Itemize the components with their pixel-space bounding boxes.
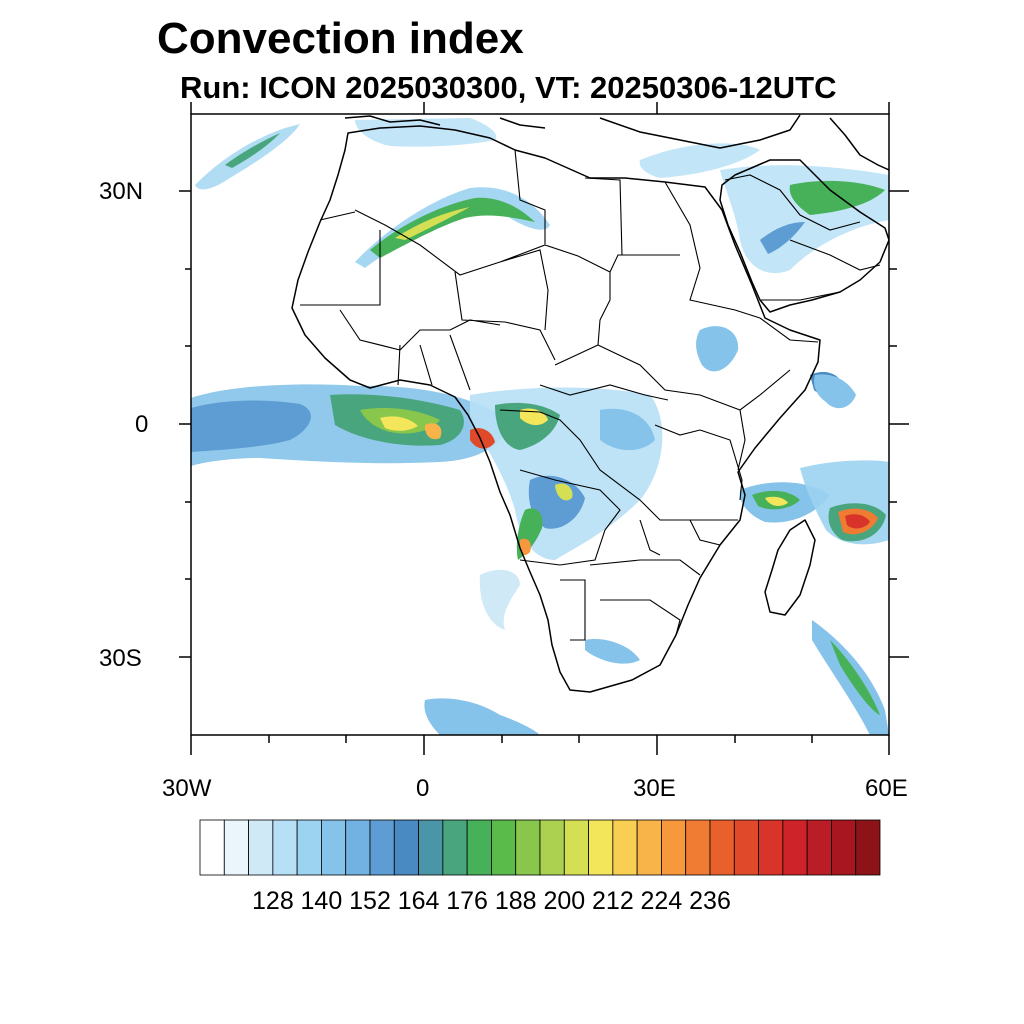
colorbar-swatch bbox=[782, 819, 808, 876]
convection-area-southern-ocean bbox=[424, 698, 540, 735]
lat-label-30n: 30N bbox=[99, 178, 144, 205]
lat-label-0: 0 bbox=[135, 411, 149, 438]
colorbar-swatch bbox=[709, 819, 735, 876]
convection-field-layer bbox=[191, 118, 889, 735]
africa-coastline bbox=[291, 125, 821, 693]
colorbar-swatch bbox=[612, 819, 638, 876]
lat-label-30s: 30S bbox=[99, 645, 142, 672]
colorbar-swatch bbox=[661, 819, 687, 876]
colorbar-swatch bbox=[758, 819, 784, 876]
colorbar-swatch bbox=[563, 819, 589, 876]
colorbar-swatch bbox=[466, 819, 492, 876]
lon-label-60e: 60E bbox=[865, 775, 908, 802]
colorbar-swatch bbox=[248, 819, 274, 876]
colorbar-swatch bbox=[539, 819, 565, 876]
colorbar-swatch bbox=[806, 819, 832, 876]
europe-coastline bbox=[344, 114, 801, 149]
colorbar-swatch bbox=[733, 819, 759, 876]
coastline-layer bbox=[291, 114, 889, 693]
convection-area-south-africa bbox=[585, 639, 640, 664]
colorbar-swatch bbox=[685, 819, 711, 876]
convection-area-equatorial-atlantic bbox=[191, 384, 510, 466]
colorbar-tick-label: 188 bbox=[494, 887, 537, 915]
colorbar-swatch bbox=[393, 819, 419, 876]
colorbar-swatch bbox=[588, 819, 614, 876]
colorbar-swatch bbox=[223, 819, 249, 876]
map-title: Convection index bbox=[157, 14, 524, 63]
longitude-ticks bbox=[190, 102, 890, 755]
colorbar-swatch bbox=[831, 819, 857, 876]
convection-area-south-atlantic bbox=[479, 569, 520, 630]
colorbar-swatch bbox=[491, 819, 517, 876]
convection-area-arabia bbox=[720, 165, 889, 274]
colorbar-swatch bbox=[272, 819, 298, 876]
map-subtitle: Run: ICON 2025030300, VT: 20250306-12UTC bbox=[180, 70, 837, 105]
colorbar-swatch bbox=[296, 819, 322, 876]
convection-area-indian-ocean bbox=[739, 374, 889, 735]
colorbar-swatch bbox=[321, 819, 347, 876]
colorbar bbox=[199, 819, 881, 876]
convection-area-central-africa bbox=[470, 387, 663, 560]
colorbar-tick-label: 176 bbox=[446, 887, 488, 915]
colorbar-swatch bbox=[345, 819, 371, 876]
colorbar-swatch bbox=[636, 819, 662, 876]
madagascar-coastline bbox=[764, 519, 816, 616]
colorbar-tick-label: 164 bbox=[397, 887, 440, 915]
convection-area-sahara-band bbox=[355, 187, 550, 268]
convection-area-mediterranean bbox=[355, 118, 760, 178]
lon-label-0: 0 bbox=[416, 775, 430, 802]
caspian-coastline bbox=[829, 117, 889, 171]
lon-label-30w: 30W bbox=[162, 775, 212, 802]
lon-label-30e: 30E bbox=[633, 775, 676, 802]
colorbar-swatch bbox=[855, 819, 881, 876]
colorbar-tick-label: 200 bbox=[543, 887, 586, 915]
colorbar-tick-label: 140 bbox=[300, 887, 343, 915]
arabia-coastline bbox=[719, 159, 889, 313]
colorbar-tick-label: 224 bbox=[640, 887, 683, 915]
border-lines bbox=[300, 149, 881, 641]
colorbar-tick-label: 212 bbox=[592, 887, 634, 915]
colorbar-tick-label: 128 bbox=[252, 887, 294, 915]
colorbar-swatch bbox=[418, 819, 444, 876]
colorbar-swatch bbox=[442, 819, 468, 876]
colorbar-tick-label: 236 bbox=[689, 887, 731, 915]
colorbar-tick-label: 152 bbox=[349, 887, 391, 915]
colorbar-swatch bbox=[515, 819, 541, 876]
latitude-ticks bbox=[179, 190, 909, 658]
convection-area-north-atlantic bbox=[195, 124, 300, 190]
colorbar-swatch bbox=[199, 819, 225, 876]
colorbar-swatch bbox=[369, 819, 395, 876]
country-border-layer bbox=[300, 149, 881, 641]
